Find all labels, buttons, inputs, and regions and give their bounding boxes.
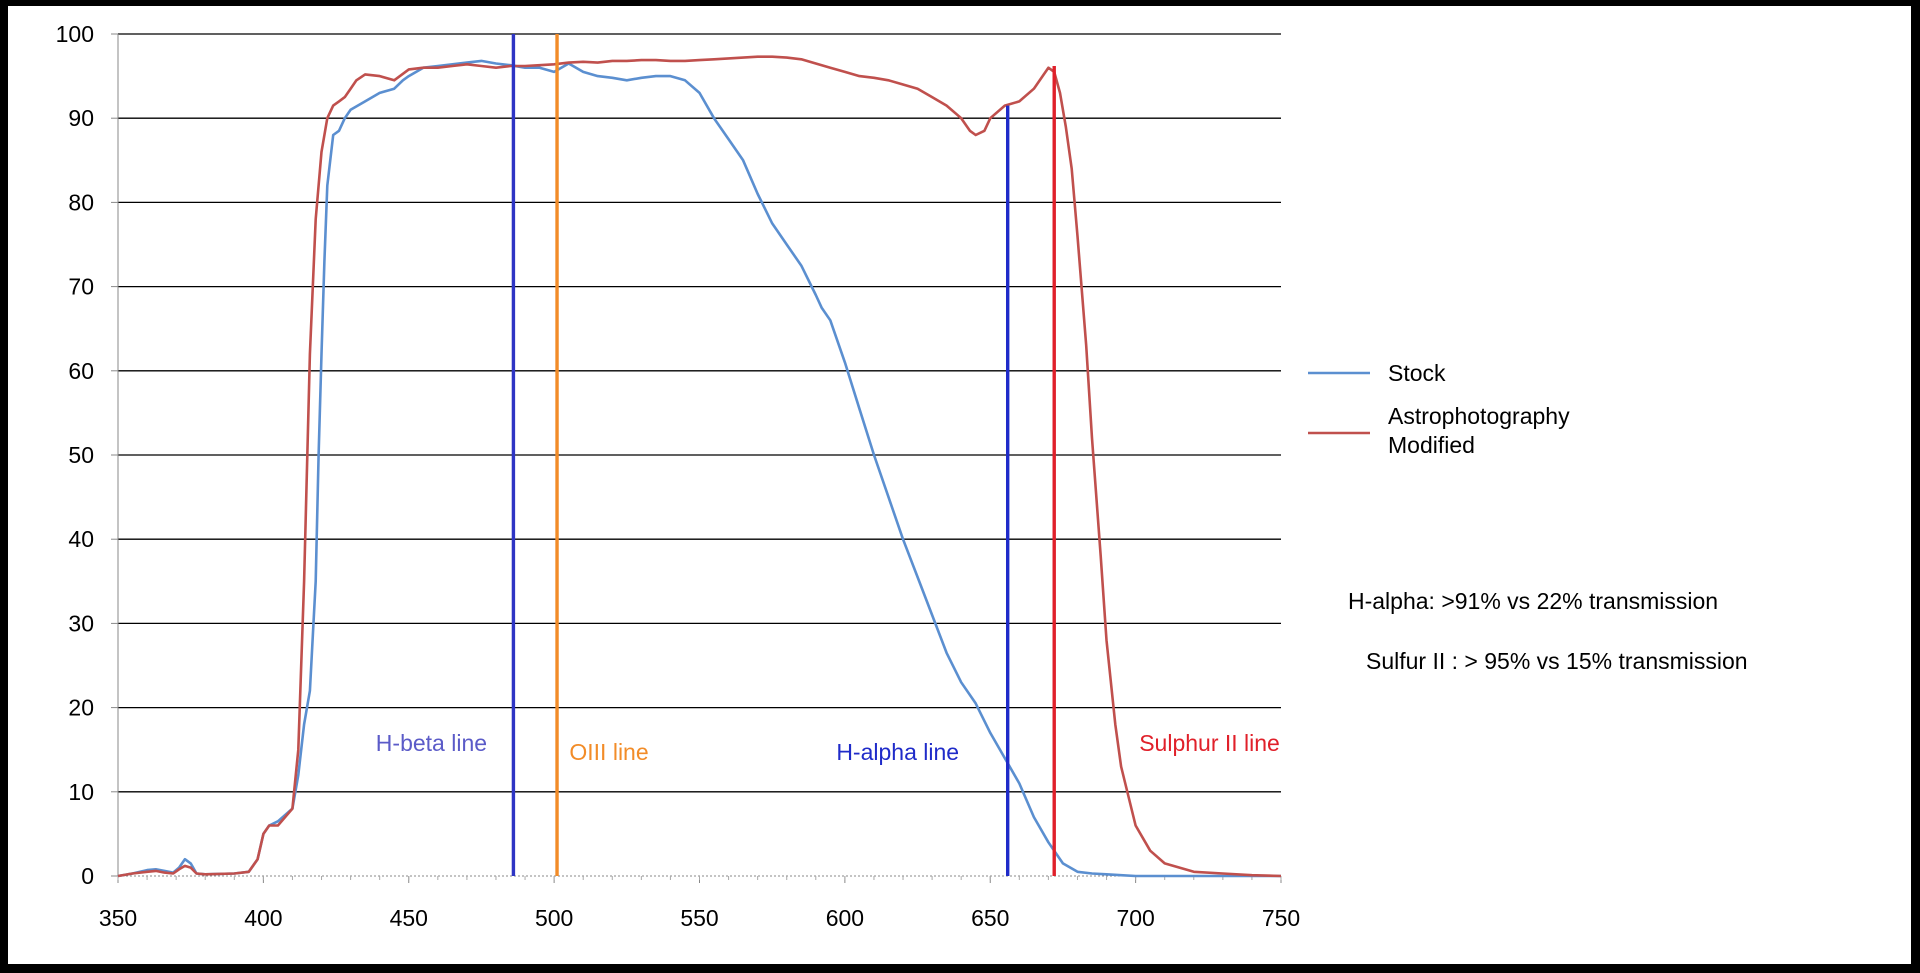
y-tick-label: 30 <box>68 610 94 636</box>
x-tick-label: 700 <box>1116 905 1154 931</box>
y-tick-label: 10 <box>68 779 94 805</box>
reference-line-label: OIII line <box>569 739 648 765</box>
reference-line-label: H-beta line <box>376 730 487 756</box>
x-tick-label: 600 <box>826 905 864 931</box>
reference-line-label: Sulphur II line <box>1139 730 1280 756</box>
x-tick-label: 450 <box>390 905 428 931</box>
y-tick-label: 60 <box>68 358 94 384</box>
x-axis-ticks: 350 400 450 500 550 600 650 700 750 <box>99 905 1300 931</box>
y-tick-label: 80 <box>68 189 94 215</box>
y-tick-label: 50 <box>68 442 94 468</box>
legend-label-astro-modified: Astrophotography Modified <box>1388 403 1570 458</box>
annotations: H-alpha: >91% vs 22% transmission Sulfur … <box>1348 588 1748 674</box>
annotation-text: H-alpha: >91% vs 22% transmission <box>1348 588 1718 614</box>
series-line-stock <box>117 59 1281 878</box>
x-tick-label: 650 <box>971 905 1009 931</box>
series-lines <box>117 55 1282 878</box>
reference-line-label: H-alpha line <box>836 739 959 765</box>
y-axis-ticks: 0 10 20 30 40 50 60 70 80 90 100 <box>56 21 94 889</box>
x-tick-label: 750 <box>1262 905 1300 931</box>
y-tick-label: 70 <box>68 274 94 300</box>
series-line-astro-modified <box>117 55 1282 878</box>
legend: Stock Astrophotography Modified <box>1308 360 1570 458</box>
y-tick-label: 100 <box>56 21 94 47</box>
chart-panel: 0 10 20 30 40 50 60 70 80 90 100 350 400 450 500 550 60… <box>8 6 1911 964</box>
x-tick-label: 350 <box>99 905 137 931</box>
reference-lines: H-beta line OIII line H-alpha line Sulphur … <box>376 34 1280 876</box>
legend-label-stock: Stock <box>1388 360 1446 386</box>
gridlines <box>111 33 1282 883</box>
transmission-chart: 0 10 20 30 40 50 60 70 80 90 100 350 400 450 500 550 60… <box>56 21 1748 931</box>
x-tick-label: 500 <box>535 905 573 931</box>
y-tick-label: 90 <box>68 105 94 131</box>
x-tick-label: 550 <box>680 905 718 931</box>
annotation-text: Sulfur II : > 95% vs 15% transmission <box>1366 648 1748 674</box>
y-tick-label: 0 <box>81 863 94 889</box>
y-tick-label: 20 <box>68 695 94 721</box>
y-tick-label: 40 <box>68 526 94 552</box>
x-tick-label: 400 <box>244 905 282 931</box>
